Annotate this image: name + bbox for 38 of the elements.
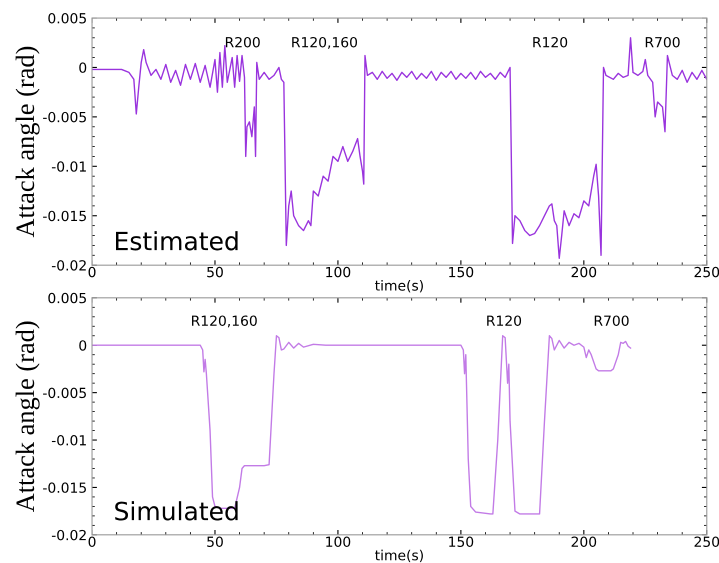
x-tick-label: 150 (449, 266, 474, 278)
x-tick-label: 50 (207, 266, 223, 278)
annotation: R120 (533, 36, 568, 48)
y-tick-label: -0.02 (52, 530, 86, 540)
annotation: R700 (646, 36, 680, 48)
x-tick-label: 50 (207, 536, 223, 547)
y-tick-label: 0.005 (48, 12, 86, 24)
annotation: R120,160 (192, 315, 257, 328)
x-tick-label: 0 (88, 536, 96, 547)
annotation: Estimated (116, 231, 238, 250)
annotation: R700 (594, 315, 629, 326)
annotation: R120 (487, 315, 522, 326)
y-axis-title: Attack angle (rad) (16, 322, 40, 512)
y-tick-label: -0.015 (43, 210, 86, 222)
y-tick-label: 0 (79, 62, 86, 73)
x-axis-title: time(s) (375, 550, 423, 562)
x-tick-label: 0 (88, 266, 96, 278)
x-tick-label: 150 (449, 536, 474, 547)
x-axis-title: time(s) (375, 280, 423, 292)
annotation: Simulated (115, 501, 238, 521)
line-series (92, 37, 707, 259)
y-tick-label: -0.005 (43, 112, 86, 122)
y-tick-label: 0 (79, 340, 86, 351)
y-tick-label: -0.015 (43, 482, 86, 493)
x-tick-label: 200 (572, 536, 596, 547)
x-tick-label: 100 (326, 536, 350, 547)
y-tick-label: -0.005 (43, 388, 86, 398)
y-axis-title: Attack angle (rad) (16, 46, 40, 238)
x-tick-label: 200 (572, 266, 596, 278)
y-tick-label: -0.01 (52, 435, 86, 446)
y-tick-label: -0.01 (52, 161, 86, 172)
annotation: R120,160 (292, 36, 358, 49)
annotation: R200 (226, 36, 260, 48)
y-tick-label: -0.02 (52, 260, 86, 271)
x-tick-label: 100 (326, 266, 350, 278)
y-tick-label: 0.005 (48, 292, 86, 304)
x-tick-label: 250 (694, 536, 719, 547)
x-tick-label: 250 (694, 266, 719, 278)
